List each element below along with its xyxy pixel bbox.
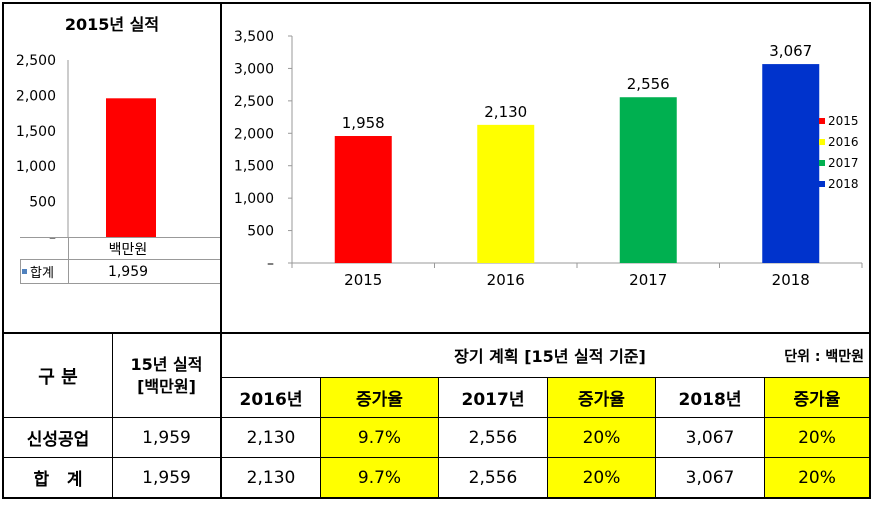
left-chart-title: 2015년 실적 <box>64 15 160 34</box>
bar <box>619 97 677 263</box>
table-row-line-2 <box>4 457 869 458</box>
subheader-growth-2016: 증가율 <box>321 378 438 417</box>
table-col-line-3 <box>438 377 439 497</box>
header-plan-title: 장기 계획 [15년 실적 기준] <box>454 347 646 366</box>
data-label: 2,130 <box>484 103 527 121</box>
legend-swatch <box>819 139 825 145</box>
y-tick-label: 500 <box>29 195 56 211</box>
left-legend-entry: 합계 <box>22 260 68 283</box>
y-tick-label: 1,500 <box>16 124 56 140</box>
legend-label: 2017 <box>828 156 859 170</box>
table-col-line-6 <box>764 377 765 497</box>
left-table-div-line <box>68 237 69 283</box>
row-growth-cell: 20% <box>548 458 655 497</box>
row-growth-cell: 20% <box>548 418 655 457</box>
y-tick-label: 3,500 <box>234 29 274 45</box>
table-col-line-5 <box>655 377 656 497</box>
row-growth-cell: 9.7% <box>321 458 438 497</box>
y-tick-label: 3,000 <box>234 61 274 77</box>
table-col-line-2 <box>320 377 321 497</box>
left-bar-chart: – 500 1,000 1,500 2,000 2,500 <box>16 53 156 246</box>
left-table-top-line <box>20 237 220 238</box>
y-tick-label: 2,500 <box>16 53 56 69</box>
subheader-2017: 2017년 <box>461 390 525 410</box>
header-actual-line1: 15년 실적 <box>130 354 203 374</box>
x-tick-label: 2017 <box>629 271 667 289</box>
row-cell: 3,067 <box>685 427 735 448</box>
y-tick-label: 2,000 <box>16 88 56 104</box>
table-row-line-1 <box>4 417 869 418</box>
y-tick-label: 1,000 <box>16 159 56 175</box>
row-actual: 1,959 <box>142 467 191 488</box>
chart-table-divider <box>4 332 869 334</box>
outer-frame <box>2 2 871 499</box>
left-table-left-line <box>20 259 21 283</box>
subheader-growth-2017: 증가율 <box>548 378 655 417</box>
table-col-line-4 <box>547 377 548 497</box>
y-tick-label: 1,500 <box>234 159 274 175</box>
subheader-growth-2018: 증가율 <box>765 378 869 417</box>
row-name: 신성공업 <box>26 430 90 450</box>
legend-swatch <box>819 118 825 124</box>
legend-swatch <box>819 160 825 166</box>
row-growth-cell: 20% <box>765 458 869 497</box>
header-actual-line2: [백만원] <box>137 376 196 396</box>
table-subheader-line <box>222 377 869 378</box>
row-growth-cell: 20% <box>765 418 869 457</box>
left-legend-label: 합계 <box>30 266 54 281</box>
legend-label: 2016 <box>828 135 859 149</box>
bar <box>106 98 156 238</box>
row-growth-cell: 9.7% <box>321 418 438 457</box>
row-cell: 2,556 <box>468 467 518 488</box>
legend-label: 2018 <box>828 177 859 191</box>
legend-swatch-icon <box>22 269 27 274</box>
left-table-bottom-line <box>20 283 220 284</box>
y-tick-label: 500 <box>247 224 274 240</box>
legend-swatch <box>819 181 825 187</box>
left-value-label: 1,959 <box>107 263 149 280</box>
header-actual: 15년 실적 [백만원] <box>113 334 220 417</box>
data-label: 2,556 <box>627 75 670 93</box>
y-tick-label: – <box>49 230 56 246</box>
left-table-mid-line <box>20 259 220 260</box>
y-tick-label: 2,500 <box>234 94 274 110</box>
legend-label: 2015 <box>828 114 859 128</box>
subheader-2018: 2018년 <box>678 390 742 410</box>
y-tick-label: – <box>267 256 274 272</box>
row-cell: 2,130 <box>246 427 296 448</box>
x-tick-label: 2016 <box>487 271 525 289</box>
bar <box>477 124 535 264</box>
vertical-divider <box>220 4 222 497</box>
row-actual: 1,959 <box>142 427 191 448</box>
left-unit-label: 백만원 <box>108 241 148 258</box>
right-bar-chart: – 500 1,000 1,500 2,000 2,500 3,000 3,500 1,958 2… <box>234 29 863 289</box>
bar <box>334 136 392 263</box>
header-unit-note: 단위 : 백만원 <box>784 349 864 365</box>
data-label: 1,958 <box>342 114 385 132</box>
y-tick-label: 2,000 <box>234 126 274 142</box>
y-tick-label: 1,000 <box>234 191 274 207</box>
data-label: 3,067 <box>769 42 812 60</box>
row-name: 합 계 <box>33 470 83 490</box>
x-tick-label: 2015 <box>344 271 382 289</box>
bar <box>762 64 820 263</box>
row-cell: 2,556 <box>468 427 518 448</box>
header-category: 구 분 <box>38 366 78 388</box>
table-col-line-1 <box>112 334 113 497</box>
row-cell: 2,130 <box>246 467 296 488</box>
subheader-2016: 2016년 <box>239 390 303 410</box>
row-cell: 3,067 <box>685 467 735 488</box>
x-tick-label: 2018 <box>772 271 810 289</box>
